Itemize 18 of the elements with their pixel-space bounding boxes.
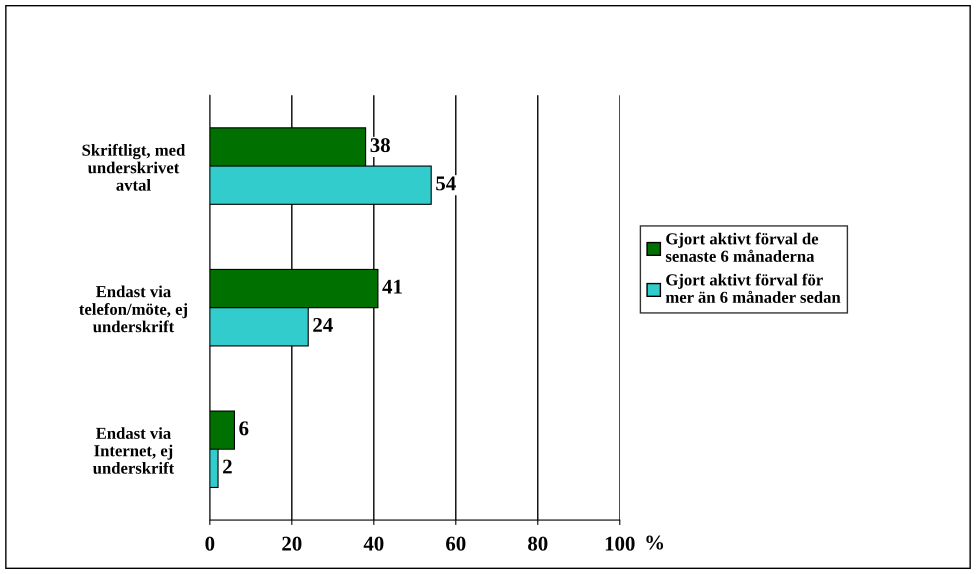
x-tick-label: 60 [446, 536, 466, 551]
y-tick-label: Endast via Internet, ej underskrift [92, 427, 174, 474]
x-tick-label: 100 [606, 536, 635, 551]
x-tick-label: 0 [205, 536, 214, 551]
data-label: 41 [382, 280, 402, 294]
x-tick-label: 80 [528, 536, 548, 551]
x-axis-title: % [646, 536, 664, 550]
y-tick-label: Endast via telefon/möte, ej underskrift [79, 286, 188, 332]
x-tick-label: 40 [364, 536, 384, 551]
legend-label: Gjort aktivt förval för mer än 6 månader sedan [666, 274, 840, 303]
data-label: 2 [223, 460, 232, 474]
data-label: 6 [239, 421, 248, 436]
data-label: 24 [313, 318, 333, 332]
y-tick-label: Skriftligt, med underskrivet avtal [82, 144, 186, 191]
legend-label: Gjort aktivt förval de senaste 6 månaderna [666, 232, 818, 262]
data-label: 54 [436, 176, 456, 190]
x-tick-label: 20 [282, 536, 302, 551]
data-label: 38 [370, 138, 390, 152]
